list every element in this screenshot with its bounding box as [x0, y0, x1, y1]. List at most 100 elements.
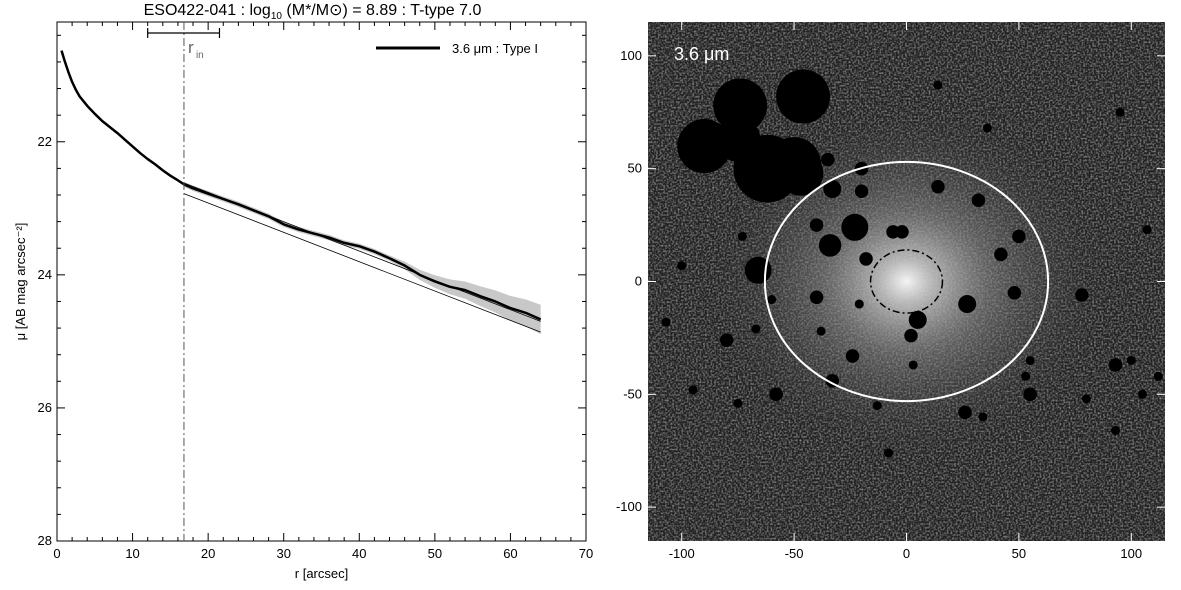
- outer-ellipse: [763, 160, 1050, 403]
- star-mask: [933, 80, 943, 90]
- image-x-tick-label: -50: [785, 546, 804, 561]
- star-mask: [884, 448, 894, 458]
- r-in-label-sub: in: [196, 50, 204, 61]
- star-mask: [895, 225, 909, 239]
- star-mask: [1023, 387, 1037, 402]
- star-mask: [767, 295, 777, 305]
- x-tick-label: 50: [428, 546, 442, 561]
- star-mask: [818, 234, 842, 257]
- star-mask: [821, 152, 835, 167]
- x-tick-label: 20: [201, 546, 215, 561]
- star-mask: [715, 116, 761, 162]
- image-noise: [648, 22, 1165, 541]
- legend-label: 3.6 μm : Type I: [452, 41, 538, 56]
- r-in-label: r: [188, 38, 194, 57]
- image-y-tick-label: 50: [628, 161, 642, 176]
- star-mask: [744, 256, 772, 284]
- star-mask: [1108, 358, 1123, 372]
- star-mask: [1007, 286, 1022, 300]
- image-y-tick-label: 0: [635, 274, 642, 289]
- star-mask: [958, 295, 977, 314]
- y-tick-label: 26: [38, 400, 52, 415]
- star-mask: [751, 324, 761, 334]
- star-mask: [908, 310, 927, 329]
- star-mask: [1012, 229, 1026, 244]
- star-mask: [1138, 389, 1148, 399]
- star-mask: [733, 398, 743, 408]
- star-mask: [778, 150, 824, 196]
- star-mask: [688, 385, 698, 395]
- star-mask: [971, 193, 986, 208]
- star-mask: [1111, 425, 1121, 435]
- star-mask: [809, 218, 824, 232]
- y-axis-title: μ [AB mag arcsec⁻²]: [13, 223, 28, 341]
- star-mask: [854, 184, 869, 199]
- star-mask: [1153, 371, 1163, 381]
- star-mask: [908, 360, 918, 370]
- star-mask: [1075, 288, 1089, 302]
- star-mask: [904, 328, 918, 343]
- star-mask: [1025, 355, 1035, 365]
- star-mask: [1021, 371, 1031, 381]
- star-mask: [886, 225, 900, 239]
- star-mask: [1142, 225, 1152, 235]
- chart-title: ESO422-041 : log10 (M*/M⊙) = 8.89 : T-ty…: [143, 2, 482, 23]
- star-mask: [776, 69, 831, 124]
- star-mask: [767, 137, 822, 192]
- image-x-tick-label: -100: [669, 546, 695, 561]
- star-mask: [713, 78, 768, 133]
- star-mask: [1081, 394, 1091, 404]
- image-x-tick-label: 50: [1012, 546, 1026, 561]
- galaxy-glow: [704, 105, 1109, 458]
- star-mask: [677, 261, 687, 271]
- star-mask: [872, 401, 882, 411]
- image-y-tick-label: -100: [616, 499, 642, 514]
- star-mask: [958, 405, 972, 420]
- profile-line: [60, 50, 542, 321]
- star-mask: [769, 387, 783, 402]
- x-axis-title: r [arcsec]: [295, 566, 348, 581]
- star-mask: [854, 161, 869, 176]
- star-mask: [859, 252, 873, 266]
- x-tick-label: 0: [53, 546, 60, 561]
- image-y-tick-label: -50: [623, 386, 642, 401]
- image-y-tick-label: 100: [620, 48, 642, 63]
- star-mask: [809, 290, 824, 305]
- x-tick-label: 60: [503, 546, 517, 561]
- star-mask: [661, 317, 671, 327]
- star-mask: [978, 412, 988, 422]
- mass-prefix: log: [249, 2, 271, 19]
- star-mask: [994, 247, 1008, 262]
- star-mask: [1126, 355, 1136, 365]
- star-mask: [737, 231, 747, 241]
- image-x-tick-label: 100: [1120, 546, 1142, 561]
- mass-value: = 8.89: [352, 2, 398, 19]
- x-tick-label: 30: [276, 546, 290, 561]
- star-mask: [677, 119, 732, 174]
- mass-ratio: (M*/M⊙): [286, 2, 348, 19]
- image-x-tick-label: 0: [903, 546, 910, 561]
- plot-frame: [56, 21, 587, 542]
- x-tick-label: 40: [352, 546, 366, 561]
- star-mask: [719, 333, 734, 347]
- galaxy-name: ESO422-041: [143, 2, 237, 19]
- inner-ellipse: [869, 249, 944, 314]
- image-background: [648, 22, 1165, 541]
- star-mask: [845, 349, 860, 363]
- surface-brightness-profile-chart: 0 10 20 30 40 50 60 70 22 24 26 28 r [arcsec] μ [AB m…: [13, 21, 593, 581]
- star-mask: [1115, 107, 1125, 117]
- x-tick-label: 70: [579, 546, 593, 561]
- y-tick-label: 28: [38, 533, 52, 548]
- star-mask: [733, 134, 801, 203]
- star-mask: [854, 299, 864, 309]
- image-area: [648, 22, 1165, 541]
- y-tick-label: 24: [38, 267, 52, 282]
- y-tick-label: 22: [38, 134, 52, 149]
- fit-line: [183, 193, 541, 333]
- star-mask: [982, 123, 992, 133]
- star-mask: [931, 179, 945, 194]
- band-label: 3.6 μm: [674, 44, 729, 64]
- x-tick-label: 10: [125, 546, 139, 561]
- star-mask: [825, 374, 840, 388]
- star-mask: [823, 179, 842, 199]
